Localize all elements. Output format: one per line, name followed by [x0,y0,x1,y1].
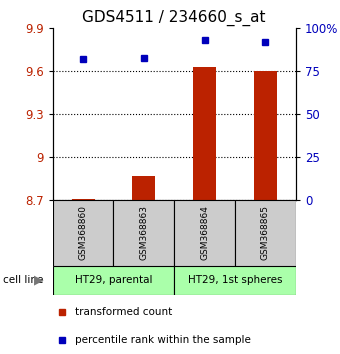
Bar [114,200,174,266]
Bar [71,199,95,200]
Text: GSM368864: GSM368864 [200,205,209,260]
Text: HT29, parental: HT29, parental [75,275,152,285]
Bar [235,200,296,266]
Bar [53,266,174,295]
Text: GSM368865: GSM368865 [261,205,270,260]
Bar [53,200,114,266]
Text: percentile rank within the sample: percentile rank within the sample [74,335,251,344]
Bar [174,266,296,295]
Text: GSM368860: GSM368860 [79,205,88,260]
Bar [132,176,155,200]
Text: cell line: cell line [3,275,44,285]
Text: GSM368863: GSM368863 [139,205,148,260]
Bar [174,200,235,266]
Title: GDS4511 / 234660_s_at: GDS4511 / 234660_s_at [83,9,266,25]
Text: HT29, 1st spheres: HT29, 1st spheres [188,275,282,285]
Text: transformed count: transformed count [74,308,172,318]
Text: ▶: ▶ [34,274,44,286]
Bar [254,71,277,200]
Bar [193,67,216,200]
